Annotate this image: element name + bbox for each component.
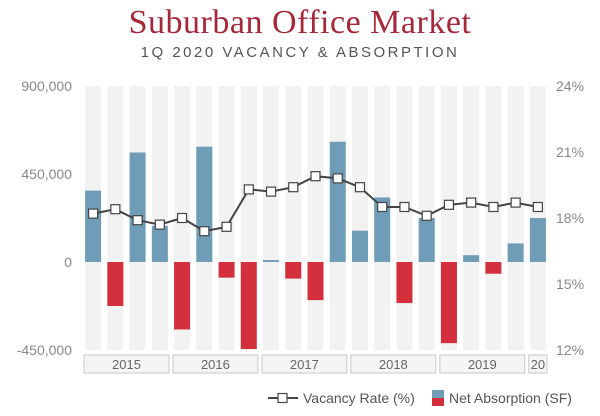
left-tick-label: 450,000 <box>21 166 72 182</box>
absorption-bar <box>374 197 391 262</box>
column-shade <box>285 86 302 350</box>
year-box <box>261 354 348 374</box>
absorption-bar <box>263 260 280 262</box>
left-tick-label: -450,000 <box>17 342 72 358</box>
column-shade <box>351 86 368 350</box>
vacancy-rate-point <box>510 197 521 208</box>
year-box <box>172 354 259 374</box>
year-label: 2018 <box>379 357 408 372</box>
legend-absorption-label: Net Absorption (SF) <box>449 390 572 406</box>
vacancy-rate-point <box>221 221 232 232</box>
vacancy-rate-point <box>176 212 188 224</box>
absorption-bar <box>329 141 346 262</box>
column-shade <box>151 86 168 350</box>
vacancy-rate-point <box>243 184 254 195</box>
vacancy-rate-point <box>466 197 477 208</box>
absorption-bar <box>351 230 368 262</box>
year-box <box>83 354 170 374</box>
vacancy-rate-point <box>421 210 432 221</box>
legend-bar-positive-icon <box>432 390 444 398</box>
column-shade <box>107 86 124 350</box>
absorption-bars <box>85 141 546 350</box>
year-box <box>439 354 526 374</box>
vacancy-rate-point <box>354 182 366 193</box>
legend: Vacancy Rate (%) Net Absorption (SF) <box>268 390 572 406</box>
absorption-bar <box>285 262 302 279</box>
legend-vacancy-label: Vacancy Rate (%) <box>303 390 415 406</box>
absorption-bar <box>218 262 235 278</box>
year-box <box>350 354 437 374</box>
vacancy-rate-point <box>154 219 165 230</box>
column-shade <box>263 86 280 350</box>
right-tick-label: 12% <box>556 342 584 358</box>
absorption-bar <box>151 225 168 262</box>
absorption-bar <box>107 262 124 306</box>
right-tick-label: 18% <box>556 210 584 226</box>
year-axis: 2015 2016 2017 2018 2019 20 <box>83 354 548 374</box>
column-shade <box>463 86 480 350</box>
column-shade <box>218 86 235 350</box>
column-shade <box>396 86 413 350</box>
vacancy-rate-point <box>332 173 343 184</box>
absorption-bar <box>196 146 213 262</box>
vacancy-rate-point <box>288 182 299 193</box>
vacancy-rate-point <box>377 201 388 213</box>
vacancy-rate-point <box>310 171 321 182</box>
vacancy-rate-point <box>110 204 121 215</box>
year-label: 2017 <box>290 357 319 372</box>
absorption-bar <box>396 262 413 304</box>
absorption-bar <box>129 152 146 262</box>
right-tick-label: 15% <box>556 276 584 292</box>
column-shade <box>485 86 502 350</box>
right-axis: 24% 21% 18% 15% 12% <box>556 78 584 358</box>
absorption-bar <box>507 243 524 262</box>
absorption-bar <box>174 262 191 330</box>
absorption-bar <box>440 262 457 344</box>
chart-title: Suburban Office Market <box>128 4 472 41</box>
column-shade <box>307 86 324 350</box>
vacancy-rate-point <box>488 201 499 213</box>
vacancy-rate-point <box>265 186 277 197</box>
vacancy-rate-point <box>199 226 210 237</box>
year-box <box>528 354 548 374</box>
vacancy-rate-point <box>88 208 99 219</box>
vacancy-rate-point <box>532 201 543 213</box>
year-label: 2015 <box>112 357 141 372</box>
absorption-bar <box>418 218 435 262</box>
absorption-bar <box>307 262 324 301</box>
right-tick-label: 21% <box>556 144 584 160</box>
column-shades <box>85 86 546 350</box>
absorption-bar <box>240 262 257 350</box>
column-shade <box>507 86 524 350</box>
absorption-bar <box>85 190 102 262</box>
absorption-bar <box>485 262 502 274</box>
legend-bar-negative-icon <box>432 398 444 406</box>
year-label: 2016 <box>201 357 230 372</box>
absorption-bar <box>529 218 546 262</box>
vacancy-rate-point <box>399 201 410 213</box>
legend-marker-icon <box>277 392 288 404</box>
right-tick-label: 24% <box>556 78 584 94</box>
left-axis: 900,000 450,000 0 -450,000 <box>17 78 72 358</box>
left-tick-label: 900,000 <box>21 78 72 94</box>
chart-subtitle: 1Q 2020 VACANCY & ABSORPTION <box>140 44 460 61</box>
vacancy-line-layer <box>88 171 543 237</box>
left-tick-label: 0 <box>64 254 72 270</box>
absorption-bar <box>463 255 480 262</box>
year-label: 2019 <box>468 357 497 372</box>
year-label: 20 <box>531 357 545 372</box>
vacancy-rate-point <box>132 215 143 226</box>
vacancy-rate-point <box>443 199 455 210</box>
